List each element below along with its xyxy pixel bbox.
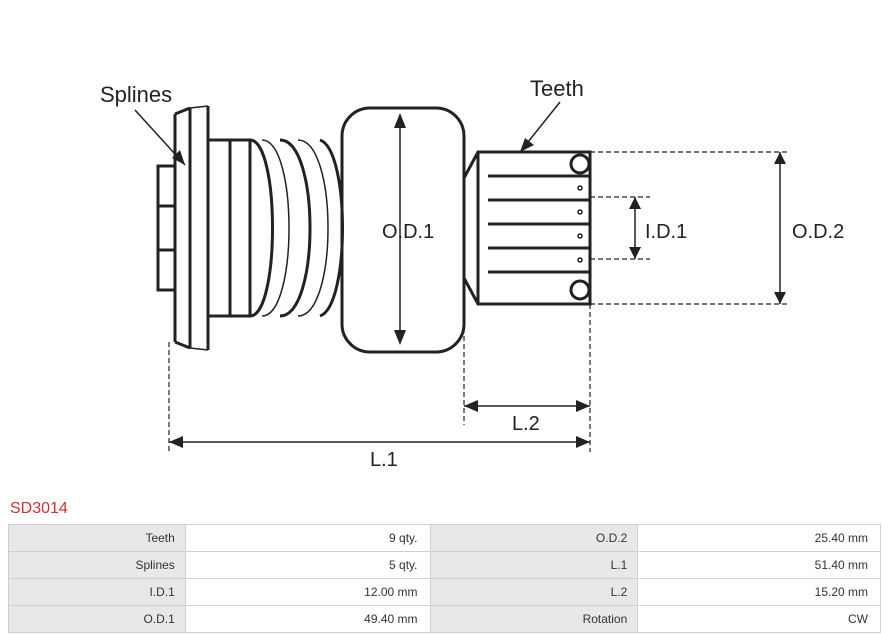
diagram-area: Splines Teeth O.D.1 [0, 0, 889, 490]
table-row: Teeth 9 qty. O.D.2 25.40 mm [9, 525, 881, 552]
table-row: I.D.1 12.00 mm L.2 15.20 mm [9, 579, 881, 606]
l1-label: L.1 [370, 449, 398, 471]
spec-label: Teeth [9, 525, 186, 552]
spec-value: 5 qty. [185, 552, 430, 579]
splines-label: Splines [100, 82, 172, 107]
spec-label: O.D.2 [430, 525, 638, 552]
table-row: Splines 5 qty. L.1 51.40 mm [9, 552, 881, 579]
spec-label: O.D.1 [9, 606, 186, 633]
table-row: O.D.1 49.40 mm Rotation CW [9, 606, 881, 633]
spec-value: 9 qty. [185, 525, 430, 552]
id1-label: I.D.1 [645, 221, 687, 243]
spec-label: I.D.1 [9, 579, 186, 606]
teeth-label: Teeth [530, 80, 584, 101]
spec-value: 49.40 mm [185, 606, 430, 633]
part-number: SD3014 [10, 500, 68, 518]
spec-value: 51.40 mm [638, 552, 881, 579]
spec-label: L.2 [430, 579, 638, 606]
spec-label: L.1 [430, 552, 638, 579]
spec-value: CW [638, 606, 881, 633]
od1-label: O.D.1 [382, 221, 434, 243]
od2-label: O.D.2 [792, 221, 844, 243]
spec-label: Rotation [430, 606, 638, 633]
spec-value: 15.20 mm [638, 579, 881, 606]
spec-label: Splines [9, 552, 186, 579]
spec-value: 12.00 mm [185, 579, 430, 606]
l2-label: L.2 [512, 413, 540, 435]
spec-value: 25.40 mm [638, 525, 881, 552]
spec-table: Teeth 9 qty. O.D.2 25.40 mm Splines 5 qt… [8, 524, 881, 633]
starter-drive-diagram: Splines Teeth O.D.1 [80, 80, 850, 490]
